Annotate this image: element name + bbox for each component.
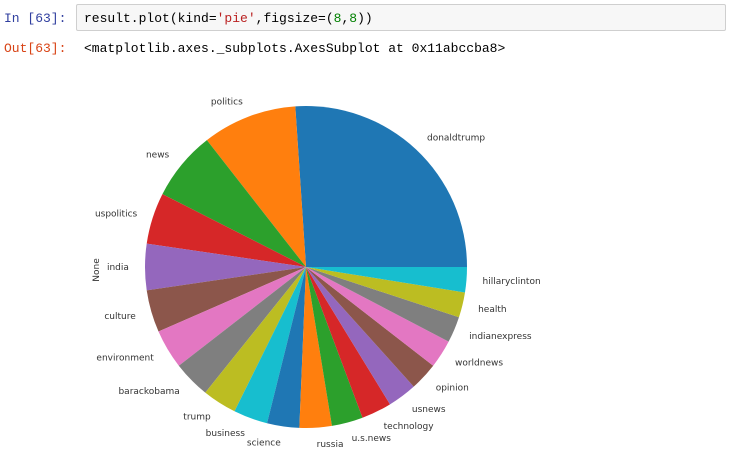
- pie-label-trump: trump: [183, 412, 211, 422]
- output-text: <matplotlib.axes._subplots.AxesSubplot a…: [84, 41, 506, 56]
- code-string-token: 'pie': [216, 11, 256, 26]
- pie-label-barackobama: barackobama: [118, 387, 179, 397]
- pie-slice-environment: [158, 267, 306, 366]
- pie-label-worldnews: worldnews: [455, 359, 503, 369]
- pie-label-technology: technology: [384, 422, 435, 432]
- code-token: result.plot(kind=: [84, 11, 217, 26]
- pie-slice-culture: [146, 267, 306, 332]
- pie-slice-russia: [299, 267, 332, 428]
- pie-label-science: science: [247, 438, 281, 448]
- code-cell[interactable]: result.plot(kind='pie',figsize=(8,8)): [76, 4, 726, 31]
- pie-label-news: news: [146, 150, 170, 160]
- input-prompt: In [63]:: [4, 11, 67, 26]
- pie-slice-usnews: [306, 267, 414, 405]
- pie-label-russia: russia: [317, 440, 344, 450]
- pie-slice-trump: [205, 267, 306, 412]
- pie-label-health: health: [478, 305, 507, 315]
- pie-slice-opinion: [306, 267, 434, 387]
- pie-slices: [145, 105, 467, 428]
- y-axis-label: None: [92, 258, 102, 282]
- pie-label-business: business: [206, 429, 246, 439]
- pie-slice-hillaryclinton: [306, 267, 467, 293]
- pie-label-indianexpress: indianexpress: [469, 332, 532, 342]
- pie-label-uspolitics: uspolitics: [95, 209, 138, 219]
- code-token: ,figsize=(: [255, 11, 334, 26]
- pie-labels: donaldtrump politics news uspolitics india cu…: [95, 98, 541, 450]
- pie-label-donaldtrump: donaldtrump: [427, 134, 485, 144]
- pie-slice-technology: [306, 267, 391, 418]
- pie-slice-uspolitics: [146, 194, 306, 267]
- pie-slice-news: [162, 140, 306, 267]
- pie-slice-politics: [206, 106, 306, 267]
- pie-slice-science: [267, 267, 306, 428]
- code-token: ,: [341, 11, 350, 26]
- pie-label-environment: environment: [96, 353, 154, 363]
- pie-slice-india: [145, 243, 306, 291]
- pie-label-hillaryclinton: hillaryclinton: [483, 277, 541, 287]
- code-number-token: 8: [333, 11, 342, 26]
- code-token: )): [357, 11, 373, 26]
- pie-slice-worldnews: [306, 267, 449, 366]
- pie-label-usnews: usnews: [412, 405, 446, 415]
- pie-slice-business: [234, 267, 306, 424]
- pie-label-u-s-news: u.s.news: [352, 434, 392, 444]
- pie-slice-indianexpress: [306, 267, 459, 342]
- pie-label-india: india: [107, 263, 129, 273]
- pie-label-politics: politics: [211, 98, 243, 108]
- pie-slice-health: [306, 267, 465, 318]
- code-line[interactable]: result.plot(kind='pie',figsize=(8,8)): [84, 11, 373, 26]
- output-prompt: Out[63]:: [4, 41, 67, 56]
- pie-slice-barackobama: [178, 267, 306, 393]
- pie-slice-u-s-news: [306, 267, 363, 426]
- pie-label-opinion: opinion: [436, 384, 469, 394]
- pie-slice-donaldtrump: [295, 105, 467, 267]
- code-number-token: 8: [349, 11, 358, 26]
- pie-label-culture: culture: [104, 312, 136, 322]
